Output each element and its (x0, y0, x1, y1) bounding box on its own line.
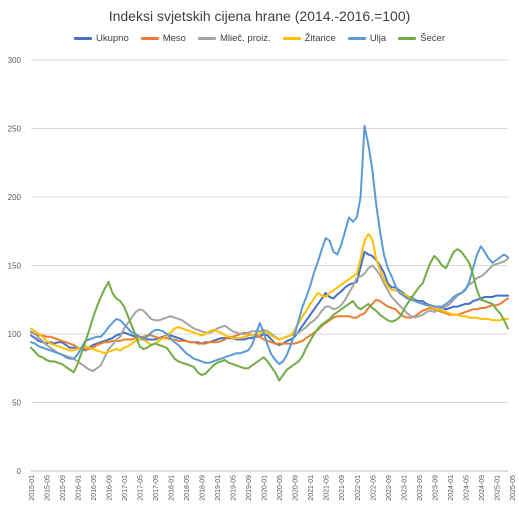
legend-item: Ukupno (73, 33, 129, 44)
x-tick-label: 2018-01 (169, 475, 176, 501)
legend-swatch (73, 37, 92, 40)
series-line-5 (30, 124, 509, 366)
x-tick-label: 2023-09 (432, 475, 439, 501)
x-tick-label: 2024-09 (479, 475, 486, 501)
y-tick-label: 0 (17, 467, 22, 476)
x-tick-label: 2016-09 (107, 475, 114, 501)
legend-item: Ulja (347, 33, 387, 44)
legend-swatch (398, 37, 417, 40)
x-tick-label: 2019-01 (215, 475, 222, 501)
legend-swatch (347, 37, 366, 40)
x-tick-label: 2021-09 (339, 475, 346, 501)
x-tick-label: 2016-05 (91, 475, 98, 501)
x-tick-label: 2024-05 (463, 475, 470, 501)
x-tick-label: 2020-05 (277, 475, 284, 501)
legend-label: Šećer (420, 33, 446, 44)
legend-item: Šećer (398, 33, 445, 44)
x-tick-label: 2018-05 (184, 475, 191, 501)
legend-label: Ukupno (95, 33, 129, 44)
x-tick-label: 2020-09 (293, 475, 300, 501)
legend-label: Mlieč. proiz. (219, 33, 271, 44)
x-tick-label: 2022-01 (355, 475, 362, 501)
x-tick-label: 2020-01 (262, 475, 269, 501)
legend-item: Mlieč. proiz. (197, 33, 271, 44)
legend-label: Meso (162, 33, 186, 44)
x-tick-label: 2017-01 (122, 475, 129, 501)
y-tick-label: 50 (12, 399, 21, 408)
series-line-2 (30, 297, 509, 351)
x-tick-label: 2021-01 (308, 475, 315, 501)
x-tick-label: 2019-05 (231, 475, 238, 501)
legend-swatch (140, 37, 159, 40)
x-tick-label: 2018-09 (200, 475, 207, 501)
x-tick-label: 2022-09 (386, 475, 393, 501)
x-tick-label: 2022-05 (370, 475, 377, 501)
chart-legend: Ukupno Meso Mlieč. proiz. Žitarice Ulja Šećer (0, 33, 519, 44)
legend-label: Ulja (369, 33, 387, 44)
x-tick-label: 2019-09 (246, 475, 253, 501)
legend-item: Žitarice (282, 33, 336, 44)
y-tick-label: 100 (8, 330, 22, 339)
y-tick-label: 200 (8, 193, 22, 202)
x-tick-label: 2025-01 (494, 475, 501, 501)
legend-label: Žitarice (304, 33, 336, 44)
series-line-3 (30, 257, 509, 372)
series-line-6 (30, 248, 509, 382)
chart-title: Indeksi svjetskih cijena hrane (2014.-20… (108, 8, 411, 24)
x-tick-label: 2017-05 (138, 475, 145, 501)
x-tick-label: 2016-01 (76, 475, 83, 501)
x-tick-label: 2015-09 (60, 475, 67, 501)
y-tick-label: 150 (8, 262, 22, 271)
x-tick-label: 2025-05 (510, 475, 517, 501)
x-tick-label: 2023-01 (401, 475, 408, 501)
x-tick-label: 2017-09 (153, 475, 160, 501)
x-tick-label: 2023-05 (417, 475, 424, 501)
y-tick-label: 300 (8, 56, 22, 65)
x-tick-label: 2024-01 (448, 475, 455, 501)
x-tick-label: 2021-05 (324, 475, 331, 501)
x-tick-label: 2015-05 (45, 475, 52, 501)
legend-item: Meso (140, 33, 186, 44)
x-tick-label: 2015-01 (29, 475, 36, 501)
legend-swatch (282, 37, 301, 40)
y-tick-label: 250 (8, 125, 22, 134)
legend-swatch (197, 37, 216, 40)
